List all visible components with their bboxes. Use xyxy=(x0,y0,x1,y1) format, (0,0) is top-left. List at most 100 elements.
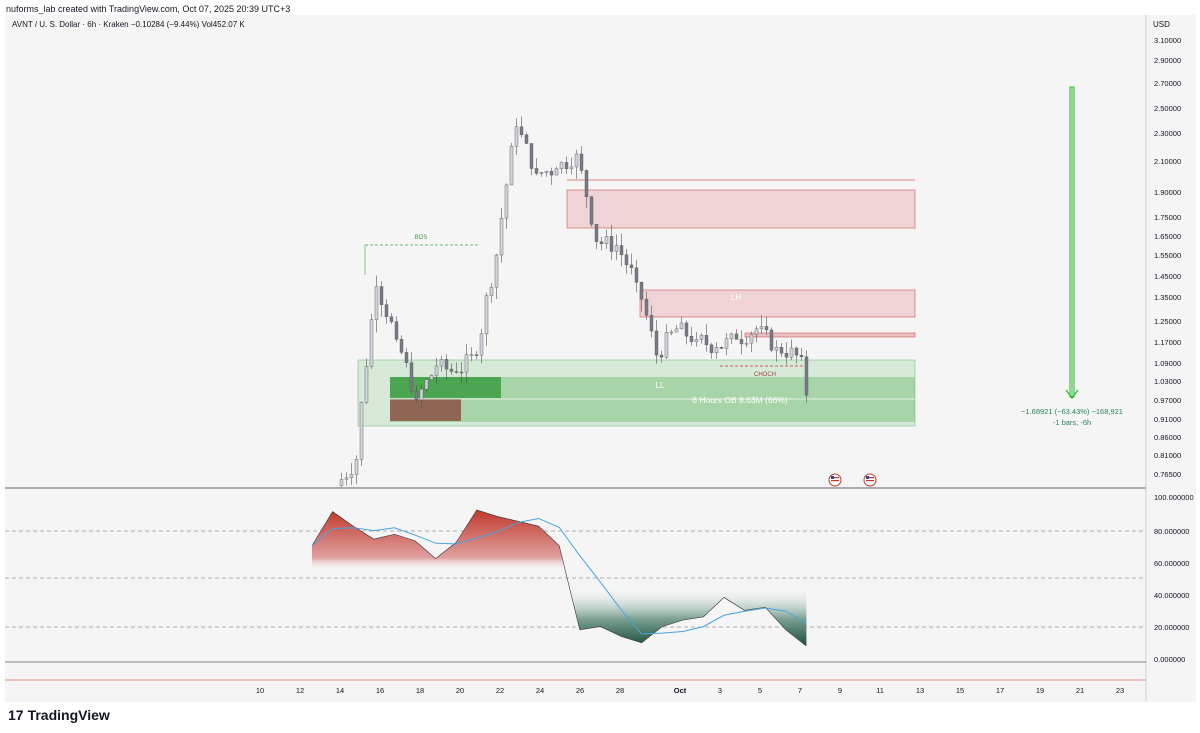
candle-body[interactable] xyxy=(764,326,769,331)
candle-body[interactable] xyxy=(549,171,554,176)
candle-body[interactable] xyxy=(364,366,369,403)
candle-body[interactable] xyxy=(519,126,524,136)
candle-body[interactable] xyxy=(799,354,804,358)
candle-body[interactable] xyxy=(639,282,644,300)
candle-body[interactable] xyxy=(399,339,404,353)
candle-body[interactable] xyxy=(369,319,374,367)
candle-body[interactable] xyxy=(539,172,544,174)
candle-body[interactable] xyxy=(784,352,789,358)
candle-body[interactable] xyxy=(669,331,674,334)
candle-body[interactable] xyxy=(464,354,469,373)
candle-body[interactable] xyxy=(504,184,509,219)
candle-body[interactable] xyxy=(629,264,634,268)
candle-body[interactable] xyxy=(429,375,434,380)
candle-body[interactable] xyxy=(359,401,364,460)
candle-body[interactable] xyxy=(484,295,489,335)
candle-body[interactable] xyxy=(769,329,774,351)
candle-body[interactable] xyxy=(614,245,619,252)
candle-body[interactable] xyxy=(409,362,414,392)
candle-body[interactable] xyxy=(749,334,754,344)
candle-body[interactable] xyxy=(579,153,584,171)
candle-body[interactable] xyxy=(339,479,344,486)
candle-body[interactable] xyxy=(699,335,704,340)
candle-body[interactable] xyxy=(704,335,709,346)
candle-body[interactable] xyxy=(424,379,429,390)
candle-body[interactable] xyxy=(489,287,494,296)
candle-body[interactable] xyxy=(414,390,419,401)
candle-body[interactable] xyxy=(419,388,424,401)
candle-body[interactable] xyxy=(534,168,539,174)
candle-body[interactable] xyxy=(474,354,479,356)
candle-body[interactable] xyxy=(599,241,604,244)
oscillator-scale[interactable]: 100.000000 80.000000 60.000000 40.000000 20.… xyxy=(1154,493,1194,664)
candle-body[interactable] xyxy=(574,153,579,168)
candle-body[interactable] xyxy=(684,322,689,337)
candle-body[interactable] xyxy=(644,298,649,316)
candle-body[interactable] xyxy=(404,352,409,363)
candle-body[interactable] xyxy=(554,168,559,176)
candle-body[interactable] xyxy=(649,315,654,332)
candle-body[interactable] xyxy=(569,166,574,170)
candle-body[interactable] xyxy=(439,359,444,367)
candle-body[interactable] xyxy=(459,371,464,374)
candle-body[interactable] xyxy=(454,371,459,373)
candle-body[interactable] xyxy=(774,347,779,351)
candle-body[interactable] xyxy=(719,347,724,349)
candle-body[interactable] xyxy=(344,477,349,480)
candle-body[interactable] xyxy=(544,171,549,173)
tradingview-logo[interactable]: 17 TradingView xyxy=(8,707,110,723)
candle-body[interactable] xyxy=(779,347,784,354)
fvg-zone-small[interactable] xyxy=(744,332,916,338)
candle-body[interactable] xyxy=(529,143,534,169)
candle-body[interactable] xyxy=(499,217,504,256)
candle-body[interactable] xyxy=(724,338,729,349)
candle-body[interactable] xyxy=(584,170,589,197)
candle-body[interactable] xyxy=(354,459,359,475)
symbol-legend[interactable]: AVNT / U. S. Dollar · 6h · Kraken −0.102… xyxy=(12,20,245,29)
candle-body[interactable] xyxy=(609,235,614,252)
candle-body[interactable] xyxy=(624,254,629,266)
candle-body[interactable] xyxy=(744,342,749,345)
candle-body[interactable] xyxy=(494,254,499,288)
candle-body[interactable] xyxy=(349,474,354,478)
candle-body[interactable] xyxy=(754,328,759,335)
candle-body[interactable] xyxy=(604,235,609,244)
us-flag-icon[interactable] xyxy=(863,473,877,487)
candle-body[interactable] xyxy=(449,368,454,372)
candle-body[interactable] xyxy=(564,162,569,170)
oscillator-series[interactable] xyxy=(311,509,807,647)
candle-body[interactable] xyxy=(794,347,799,356)
candle-body[interactable] xyxy=(374,286,379,320)
candle-body[interactable] xyxy=(524,134,529,144)
candle-body[interactable] xyxy=(714,347,719,353)
candle-body[interactable] xyxy=(694,339,699,342)
candle-body[interactable] xyxy=(589,196,594,225)
price-scale[interactable]: 3.10000 2.90000 2.70000 2.50000 2.30000 2.100… xyxy=(1154,36,1181,479)
candle-body[interactable] xyxy=(679,322,684,330)
candle-body[interactable] xyxy=(479,333,484,356)
candle-body[interactable] xyxy=(674,328,679,333)
candle-body[interactable] xyxy=(434,365,439,376)
us-flag-icon[interactable] xyxy=(828,473,842,487)
candle-body[interactable] xyxy=(444,359,449,370)
time-scale[interactable]: 10 12 14 16 18 20 22 24 26 28 Oct 3 5 7 9 11 13 15 17 19 21 2… xyxy=(256,686,1124,695)
candle-body[interactable] xyxy=(664,332,669,358)
candle-body[interactable] xyxy=(654,330,659,356)
candle-body[interactable] xyxy=(379,286,384,305)
candle-body[interactable] xyxy=(689,335,694,342)
currency-label[interactable]: USD xyxy=(1153,20,1170,29)
candle-body[interactable] xyxy=(619,245,624,255)
candle-body[interactable] xyxy=(789,347,794,358)
candle-body[interactable] xyxy=(634,267,639,283)
candle-body[interactable] xyxy=(804,356,809,396)
candle-body[interactable] xyxy=(594,224,599,242)
fvg-zone-lower[interactable] xyxy=(639,289,916,318)
candle-body[interactable] xyxy=(739,339,744,345)
candle-body[interactable] xyxy=(709,344,714,353)
candle-body[interactable] xyxy=(759,326,764,330)
candle-body[interactable] xyxy=(659,354,664,358)
candle-body[interactable] xyxy=(514,126,519,147)
candle-body[interactable] xyxy=(384,304,389,317)
fvg-zone-upper[interactable] xyxy=(566,189,916,229)
